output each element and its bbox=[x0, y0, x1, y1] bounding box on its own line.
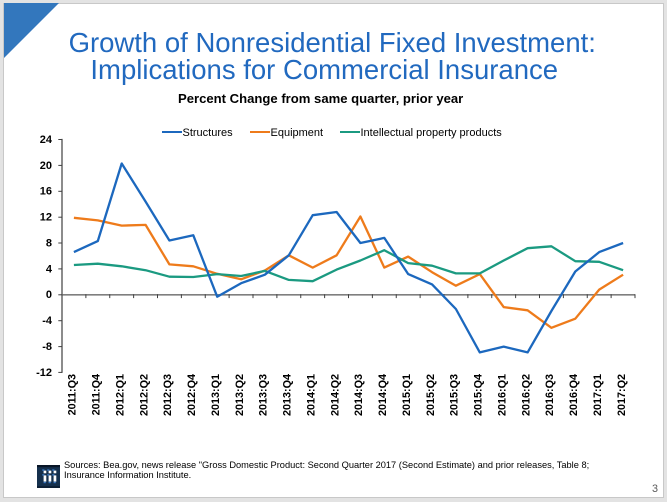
svg-text:2014:Q1: 2014:Q1 bbox=[306, 374, 318, 416]
svg-text:2012:Q3: 2012:Q3 bbox=[162, 374, 174, 416]
svg-text:2014:Q3: 2014:Q3 bbox=[353, 374, 365, 416]
svg-text:2012:Q4: 2012:Q4 bbox=[186, 374, 198, 416]
svg-text:-12: -12 bbox=[36, 367, 52, 379]
svg-text:2015:Q2: 2015:Q2 bbox=[425, 374, 437, 416]
svg-text:2016:Q1: 2016:Q1 bbox=[497, 374, 509, 416]
svg-text:2014:Q4: 2014:Q4 bbox=[377, 374, 389, 416]
svg-text:2016:Q3: 2016:Q3 bbox=[544, 374, 556, 416]
svg-text:2013:Q2: 2013:Q2 bbox=[234, 374, 246, 416]
svg-text:12: 12 bbox=[40, 212, 52, 224]
svg-text:2012:Q2: 2012:Q2 bbox=[138, 374, 150, 416]
svg-text:0: 0 bbox=[46, 289, 52, 301]
svg-text:20: 20 bbox=[40, 160, 52, 172]
svg-text:2015:Q4: 2015:Q4 bbox=[473, 374, 485, 416]
svg-text:4: 4 bbox=[46, 263, 53, 275]
svg-text:16: 16 bbox=[40, 186, 52, 198]
svg-text:2015:Q3: 2015:Q3 bbox=[449, 374, 461, 416]
svg-text:2012:Q1: 2012:Q1 bbox=[115, 374, 127, 416]
svg-text:2011:Q3: 2011:Q3 bbox=[67, 374, 79, 415]
svg-text:-8: -8 bbox=[42, 341, 52, 353]
svg-text:8: 8 bbox=[46, 238, 52, 250]
svg-text:2013:Q4: 2013:Q4 bbox=[282, 374, 294, 416]
svg-text:-4: -4 bbox=[42, 315, 53, 327]
svg-text:24: 24 bbox=[40, 134, 53, 146]
svg-text:2016:Q2: 2016:Q2 bbox=[520, 374, 532, 416]
svg-text:2011:Q4: 2011:Q4 bbox=[91, 374, 103, 415]
svg-text:2014:Q2: 2014:Q2 bbox=[329, 374, 341, 416]
svg-text:2016:Q4: 2016:Q4 bbox=[568, 374, 580, 416]
svg-text:2013:Q3: 2013:Q3 bbox=[258, 374, 270, 416]
svg-text:2017:Q2: 2017:Q2 bbox=[616, 374, 628, 416]
svg-text:2017:Q1: 2017:Q1 bbox=[592, 374, 604, 416]
svg-text:2013:Q1: 2013:Q1 bbox=[210, 374, 222, 416]
svg-text:2015:Q1: 2015:Q1 bbox=[401, 374, 413, 416]
